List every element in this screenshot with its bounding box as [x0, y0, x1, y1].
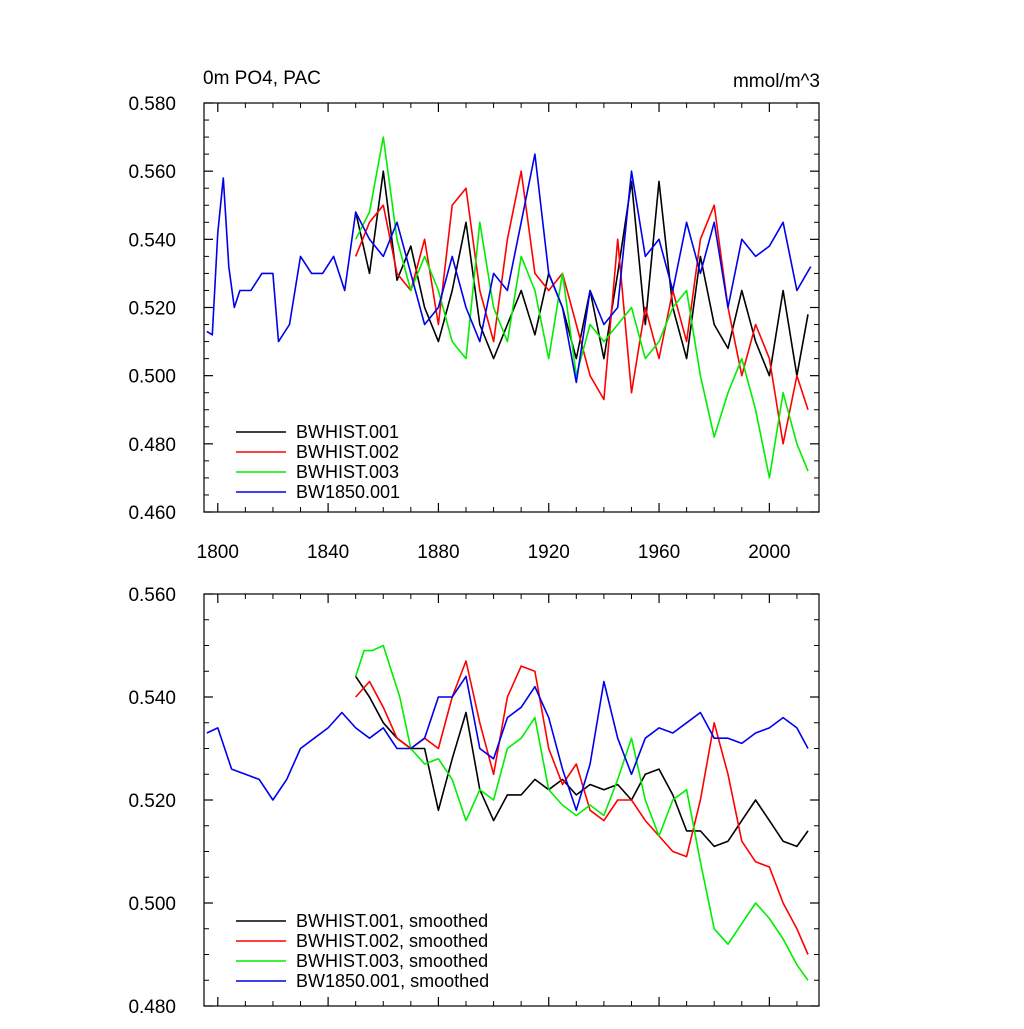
y-tick-label: 0.460	[128, 503, 176, 524]
y-tick-label: 0.480	[128, 997, 176, 1018]
y-tick-label: 0.560	[128, 162, 176, 183]
legend-entry: BWHIST.003, smoothed	[296, 951, 488, 971]
y-tick-label: 0.500	[128, 894, 176, 915]
x-tick-label: 1840	[307, 542, 349, 563]
y-tick-label: 0.500	[128, 367, 176, 388]
bottom-axis-ticks: 0.480 0.500 0.520 0.540 0.560	[128, 585, 819, 1018]
x-tick-label: 2000	[748, 542, 790, 563]
y-tick-label: 0.540	[128, 230, 176, 251]
series-line-2	[354, 136, 809, 479]
y-tick-label: 0.560	[128, 585, 176, 606]
bottom-panel: 0.480 0.500 0.520 0.540 0.560 BWHIST.001, sm…	[128, 585, 820, 1018]
y-tick-label: 0.480	[128, 435, 176, 456]
chart-title: 0m PO4, PAC	[203, 68, 321, 89]
x-tick-label: 1960	[638, 542, 680, 563]
x-tick-label: 1880	[417, 542, 459, 563]
legend-entry: BW1850.001	[296, 482, 400, 502]
series-line-2	[354, 644, 809, 981]
legend-entry: BWHIST.002, smoothed	[296, 931, 488, 951]
legend-entry: BWHIST.002	[296, 442, 399, 462]
legend-entry: BWHIST.001	[296, 422, 399, 442]
x-tick-label: 1800	[197, 542, 239, 563]
y-tick-label: 0.540	[128, 688, 176, 709]
top-panel: 0m PO4, PAC mmol/m^3 0.460 0.480 0.500 0.52…	[128, 68, 820, 563]
units-label: mmol/m^3	[733, 71, 820, 92]
x-tick-label: 1920	[528, 542, 570, 563]
top-axis-ticks: 0.460 0.480 0.500 0.520 0.540 0.560 0.580 1800 1…	[128, 94, 819, 563]
y-tick-label: 0.520	[128, 299, 176, 320]
series-line-1	[354, 170, 809, 445]
bottom-series-lines	[206, 644, 809, 981]
series-line-0	[354, 170, 809, 377]
series-line-0	[355, 675, 809, 848]
y-tick-label: 0.580	[128, 94, 176, 115]
top-series-lines	[206, 136, 812, 479]
legend-entry: BWHIST.003	[296, 462, 399, 482]
series-line-3	[206, 675, 809, 812]
legend-entry: BW1850.001, smoothed	[296, 971, 489, 991]
series-line-3	[206, 153, 812, 384]
legend-entry: BWHIST.001, smoothed	[296, 911, 488, 931]
y-tick-label: 0.520	[128, 791, 176, 812]
